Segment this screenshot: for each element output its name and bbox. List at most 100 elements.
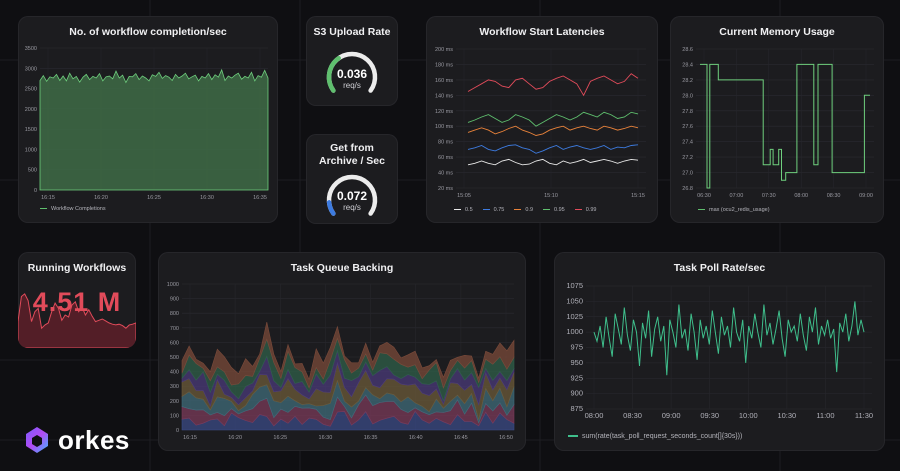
y-tick-label: 60 ms: [438, 155, 453, 161]
task-queue-panel[interactable]: Task Queue Backing 1000 900 800 700 600 500 40…: [158, 252, 526, 451]
workflow-completion-panel[interactable]: No. of workflow completion/sec 3500 3000 2…: [18, 16, 278, 223]
queue-band-6: [181, 322, 515, 389]
x-tick-label: 16:30: [200, 195, 214, 201]
y-tick-label: 1075: [566, 281, 583, 290]
start-latencies-panel[interactable]: Workflow Start Latencies 200 ms 180 ms 160…: [426, 16, 658, 223]
y-tick-label: 27.8: [682, 109, 693, 115]
x-tick-label: 16:40: [409, 435, 423, 441]
gauge-value: 0.036: [336, 67, 368, 81]
x-tick-label: 16:50: [499, 435, 513, 441]
y-tick-label: 3500: [25, 46, 37, 52]
y-tick-label: 1500: [25, 127, 37, 133]
x-tick-label: 10:00: [739, 411, 758, 420]
y-tick-label: 875: [570, 404, 583, 413]
archive-gauge: [326, 174, 378, 216]
x-tick-label: 16:15: [183, 435, 197, 441]
y-tick-label: 1050: [566, 296, 583, 305]
y-tick-label: 925: [570, 373, 583, 382]
y-tick-label: 2500: [25, 87, 37, 93]
workflow-completion-chart: 3500 3000 2500 2000 1500 1000 500 0 16:15 16:20 16…: [25, 46, 269, 201]
y-tick-label: 0: [176, 428, 179, 434]
legend-label: 0.5: [465, 207, 473, 213]
panel-title: Task Queue Backing: [290, 262, 394, 274]
panel-title: Current Memory Usage: [719, 26, 835, 38]
y-tick-label: 1000: [167, 282, 179, 288]
gauge-unit: req/s: [343, 81, 361, 90]
panel-title: No. of workflow completion/sec: [69, 26, 227, 38]
y-tick-label: 950: [570, 358, 583, 367]
poll-rate-line: [593, 301, 865, 376]
x-tick-label: 07:30: [762, 193, 776, 199]
series-line-0.5: [467, 158, 639, 166]
running-count: 4.51 M: [32, 287, 122, 317]
legend-swatch: [574, 208, 582, 211]
poll-rate-panel[interactable]: Task Poll Rate/sec 1075 1050 1025 1000 975 95…: [554, 252, 885, 451]
series-line-0.9: [467, 125, 639, 136]
x-tick-label: 16:25: [273, 435, 287, 441]
series-line-0.75: [467, 144, 639, 154]
y-tick-label: 26.8: [682, 186, 693, 192]
x-tick-label: 08:30: [623, 411, 642, 420]
brand-logo: orkes: [22, 423, 130, 457]
x-tick-label: 16:20: [228, 435, 242, 441]
y-tick-label: 28.6: [682, 47, 693, 53]
panel-title: Task Poll Rate/sec: [673, 262, 766, 274]
x-tick-label: 16:35: [253, 195, 267, 201]
orkes-logo-icon: [26, 427, 48, 453]
y-tick-label: 200: [170, 399, 179, 405]
y-tick-label: 500: [28, 168, 37, 174]
legend-swatch: [482, 208, 490, 211]
legend-swatch: [40, 207, 47, 210]
legend-label: 0.9: [525, 207, 534, 213]
y-tick-label: 40 ms: [438, 171, 453, 177]
panel-title-line2: Archive / Sec: [319, 155, 385, 167]
y-tick-label: 80 ms: [438, 140, 453, 146]
archive-panel[interactable]: Get from Archive / Sec 0.072 req/s: [306, 134, 398, 224]
memory-line: [700, 63, 870, 189]
x-tick-label: 07:00: [730, 193, 744, 199]
y-tick-label: 2000: [25, 107, 37, 113]
legend-swatch: [454, 208, 461, 211]
latencies-chart: 200 ms 180 ms 160 ms 140 ms 120 ms 100 ms 80 m…: [435, 47, 646, 199]
x-tick-label: 06:30: [697, 193, 711, 199]
x-tick-label: 16:25: [147, 195, 161, 201]
x-tick-label: 08:30: [827, 193, 841, 199]
y-tick-label: 1000: [25, 147, 37, 153]
y-tick-label: 180 ms: [435, 62, 453, 68]
y-tick-label: 400: [170, 370, 179, 376]
y-tick-label: 3000: [25, 66, 37, 72]
x-tick-label: 15:10: [544, 193, 558, 199]
y-tick-label: 900: [170, 297, 179, 303]
x-tick-label: 16:45: [454, 435, 468, 441]
chart-legend: sum(rate(task_poll_request_seconds_count…: [568, 433, 742, 440]
panel-title: S3 Upload Rate: [313, 26, 391, 38]
gauge-value: 0.072: [336, 189, 368, 203]
s3-upload-panel[interactable]: S3 Upload Rate 0.036 req/s: [306, 16, 398, 106]
legend-label: max (ocu2_redis_usage): [709, 207, 770, 213]
x-tick-label: 09:00: [662, 411, 681, 420]
panel-title: Get from Archive / Sec: [306, 142, 398, 168]
series-line-0.95: [467, 111, 639, 127]
x-tick-label: 11:00: [816, 411, 834, 420]
gauge-fill: [326, 200, 336, 216]
s3-upload-gauge: [326, 51, 378, 93]
x-tick-label: 16:20: [94, 195, 108, 201]
y-tick-label: 0: [34, 188, 37, 194]
gauge-fill: [326, 55, 341, 93]
x-tick-label: 10:30: [777, 411, 796, 420]
y-tick-label: 160 ms: [435, 78, 453, 84]
y-tick-label: 28.4: [682, 62, 693, 68]
memory-chart: 28.6 28.4 28.2 28.0 27.8 27.6 27.4 27.2 27.0 26.8…: [682, 47, 874, 199]
memory-usage-panel[interactable]: Current Memory Usage 28.6 28.4 28.2 28.0 27.…: [670, 16, 884, 223]
running-workflows-panel[interactable]: Running Workflows 4.51 M: [18, 252, 136, 348]
x-tick-label: 08:00: [585, 411, 604, 420]
x-tick-label: 11:30: [855, 411, 873, 420]
x-tick-label: 16:35: [364, 435, 378, 441]
y-tick-label: 28.0: [682, 93, 693, 99]
panel-title: Running Workflows: [27, 262, 127, 274]
y-tick-label: 100: [170, 413, 179, 419]
x-tick-label: 08:00: [794, 193, 808, 199]
chart-legend: 0.5 0.75 0.9 0.95 0.99: [454, 207, 606, 213]
